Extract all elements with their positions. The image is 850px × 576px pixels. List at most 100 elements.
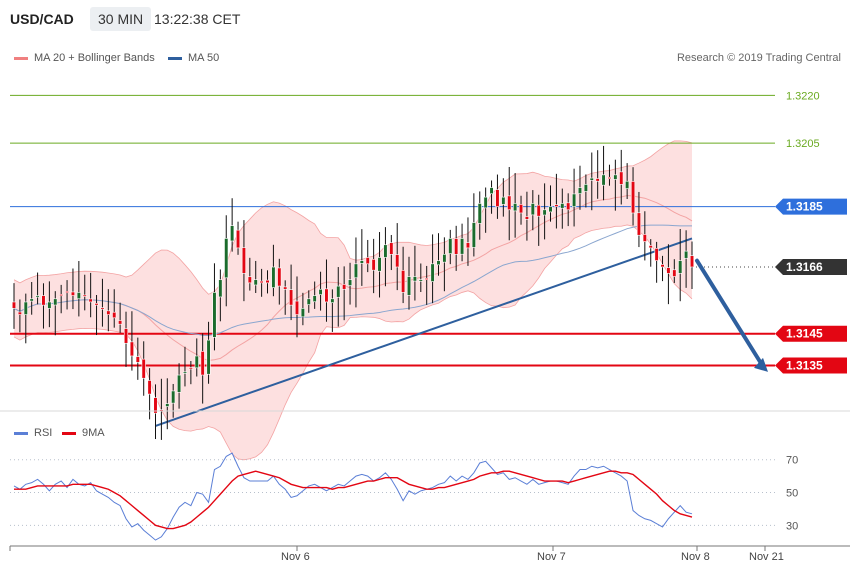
candle-body bbox=[454, 238, 459, 255]
candle-body bbox=[483, 196, 488, 209]
candle-body bbox=[294, 300, 300, 315]
candle-body bbox=[123, 328, 129, 344]
candle-body bbox=[11, 301, 17, 309]
price-level-label: 1.3145 bbox=[786, 327, 823, 341]
candle-body bbox=[383, 244, 388, 258]
moving-average-layer bbox=[13, 224, 693, 427]
price-tag-bg bbox=[775, 357, 847, 374]
rsi-panel: 30 50 70 bbox=[0, 410, 850, 541]
projection-arrow-shaft bbox=[695, 258, 764, 367]
candle-body bbox=[424, 277, 429, 281]
candle-body bbox=[654, 248, 659, 261]
legend-label-ma50: MA 50 bbox=[188, 52, 220, 64]
x-tick-label: Nov 7 bbox=[537, 551, 566, 563]
candle-body bbox=[165, 403, 170, 407]
candle-body bbox=[648, 245, 653, 249]
rsi-line bbox=[13, 452, 693, 541]
legend-item-bollinger: MA 20 + Bollinger Bands bbox=[14, 52, 155, 64]
candle-body bbox=[495, 189, 500, 207]
candle-body bbox=[271, 266, 276, 288]
candle-body bbox=[153, 397, 158, 414]
candle-body bbox=[23, 301, 28, 315]
candle-body bbox=[41, 295, 46, 306]
candle-body bbox=[59, 294, 64, 297]
candle-body bbox=[471, 222, 476, 248]
candle-body bbox=[660, 264, 665, 268]
candle-body bbox=[607, 176, 612, 180]
x-axis: Nov 6 Nov 7 Nov 8 Nov 21 bbox=[9, 545, 850, 563]
candle-body bbox=[630, 181, 636, 214]
candle-body bbox=[554, 204, 559, 207]
candle-body bbox=[448, 238, 453, 254]
price-tag-bg bbox=[775, 325, 847, 342]
candle-body bbox=[129, 341, 134, 357]
candle-body bbox=[330, 298, 335, 304]
candle-body bbox=[353, 263, 359, 279]
candle-body bbox=[371, 259, 376, 271]
candle-body bbox=[342, 284, 347, 290]
candle-body bbox=[17, 311, 22, 315]
instrument-title: USD/CAD bbox=[10, 11, 74, 27]
price-level-label: 1.3205 bbox=[786, 138, 820, 150]
candle-body bbox=[689, 255, 695, 268]
candle-body bbox=[377, 257, 382, 272]
candle-body bbox=[300, 308, 305, 318]
candle-body bbox=[465, 242, 471, 249]
bollinger-band-fill bbox=[14, 140, 692, 460]
candle-body bbox=[194, 355, 199, 369]
candle-body bbox=[70, 291, 76, 296]
candle-body bbox=[259, 280, 264, 284]
candle-body bbox=[53, 298, 58, 306]
candle-body bbox=[572, 193, 577, 208]
legend-swatch-rsi bbox=[14, 431, 28, 435]
candle-body bbox=[100, 307, 105, 310]
chart-header: USD/CAD 30 MIN 13:22:38 CET bbox=[0, 0, 850, 40]
candle-body bbox=[82, 294, 87, 297]
candle-body bbox=[566, 202, 571, 211]
candle-body bbox=[513, 203, 518, 212]
candlestick-layer bbox=[11, 145, 695, 440]
candle-body bbox=[583, 184, 588, 192]
candle-body bbox=[200, 351, 205, 376]
candle-body bbox=[389, 242, 394, 255]
x-tick-label: Nov 8 bbox=[681, 551, 710, 563]
trend-line bbox=[155, 237, 693, 427]
candle-body bbox=[230, 225, 235, 242]
candle-body bbox=[642, 234, 647, 242]
candle-body bbox=[542, 209, 547, 216]
research-credit: Research © 2019 Trading Central bbox=[676, 52, 841, 64]
price-level-label: 1.3166 bbox=[786, 260, 823, 274]
candle-body bbox=[577, 187, 583, 194]
candle-body bbox=[406, 276, 412, 296]
candle-body bbox=[636, 212, 642, 236]
candle-body bbox=[359, 260, 364, 264]
candle-body bbox=[489, 187, 494, 195]
candle-body bbox=[625, 180, 630, 189]
candle-body bbox=[530, 203, 535, 216]
candle-body bbox=[613, 174, 618, 180]
candle-body bbox=[283, 286, 288, 290]
candle-body bbox=[241, 247, 246, 274]
candle-body bbox=[412, 276, 417, 282]
price-tag-bg bbox=[775, 198, 847, 215]
legend-label-rsi-ma: 9MA bbox=[82, 427, 105, 439]
candle-body bbox=[212, 292, 217, 338]
timeframe-badge[interactable]: 30 MIN bbox=[90, 7, 152, 31]
candle-body bbox=[141, 358, 146, 379]
legend-item-rsi-ma: 9MA bbox=[62, 427, 105, 439]
candle-body bbox=[265, 279, 270, 284]
candle-body bbox=[430, 263, 435, 282]
candle-body bbox=[684, 250, 689, 259]
rsi-ma-line bbox=[14, 470, 693, 530]
candle-body bbox=[595, 178, 600, 182]
legend-swatch-rsi-ma bbox=[62, 431, 76, 435]
price-level-label: 1.3135 bbox=[786, 359, 823, 373]
candle-body bbox=[347, 279, 353, 286]
candle-body bbox=[666, 267, 671, 274]
candle-body bbox=[218, 279, 223, 298]
candle-body bbox=[253, 279, 258, 286]
candle-body bbox=[318, 288, 323, 295]
candle-body bbox=[235, 229, 241, 249]
candle-body bbox=[536, 204, 541, 217]
legend-item-ma50: MA 50 bbox=[168, 52, 219, 64]
